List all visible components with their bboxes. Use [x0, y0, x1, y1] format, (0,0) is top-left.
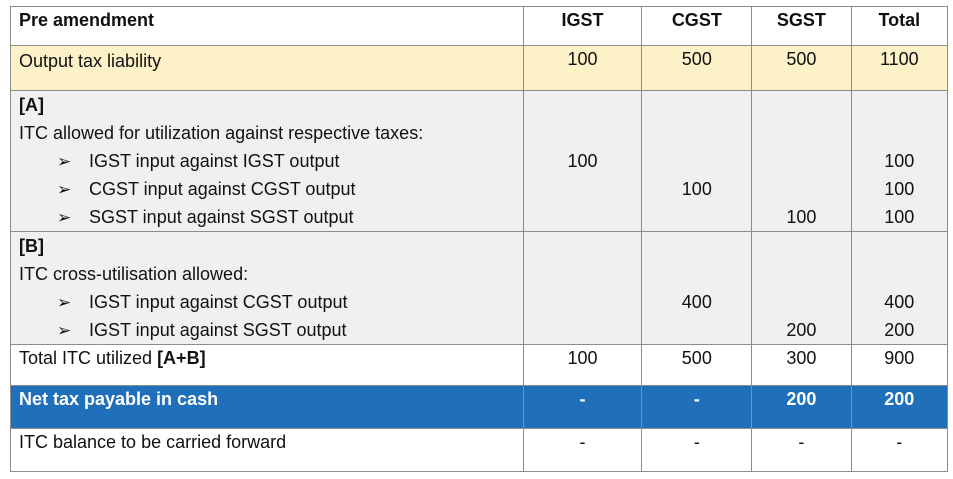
header-cgst: CGST [641, 6, 753, 46]
section-b-row: [B] ITC cross-utilisation allowed: ➢ IGST… [10, 231, 949, 345]
cell-value [650, 316, 743, 344]
section-a-igst: 100 [522, 90, 643, 232]
cell-value [532, 316, 634, 344]
total-itc-label-bold: [A+B] [157, 348, 206, 368]
list-item-label: SGST input against SGST output [89, 207, 354, 227]
net-tax-row: Net tax payable in cash - - 200 200 [10, 385, 949, 429]
header-row: Pre amendment IGST CGST SGST Total [10, 6, 949, 46]
section-b-labels: [B] ITC cross-utilisation allowed: ➢ IGST… [10, 231, 524, 345]
cell-value: 400 [681, 292, 712, 312]
total-itc-total: 900 [850, 344, 949, 386]
cell-value: 200 [786, 320, 817, 340]
net-tax-total: 200 [850, 385, 949, 429]
list-item: ➢ IGST input against CGST output [19, 288, 515, 316]
cell-value [650, 147, 743, 175]
list-item-label: IGST input against SGST output [89, 320, 347, 340]
section-a-labels: [A] ITC allowed for utilization against … [10, 90, 524, 232]
net-tax-igst: - [522, 385, 643, 429]
total-itc-label-text: Total ITC utilized [19, 348, 158, 368]
itc-table: Pre amendment IGST CGST SGST Total Outpu… [10, 6, 949, 472]
list-item: ➢ SGST input against SGST output [19, 203, 515, 231]
section-b-title: ITC cross-utilisation allowed: [19, 264, 249, 284]
cell-value: 400 [884, 292, 915, 312]
arrow-bullet-icon: ➢ [57, 321, 72, 340]
section-a-sgst: 100 [751, 90, 852, 232]
section-a-total: 100 100 100 [850, 90, 949, 232]
list-item-label: IGST input against CGST output [89, 292, 348, 312]
arrow-bullet-icon: ➢ [57, 293, 72, 312]
total-itc-sgst: 300 [751, 344, 852, 386]
section-b-cgst: 400 [641, 231, 753, 345]
cell-value: 100 [884, 179, 915, 199]
cell-value: 100 [681, 179, 712, 199]
output-total: 1100 [850, 45, 949, 91]
itc-balance-cgst: - [641, 428, 753, 472]
section-b-tag: [B] [19, 236, 44, 256]
cell-value: 100 [884, 151, 915, 171]
cell-value [760, 175, 842, 203]
net-tax-label: Net tax payable in cash [10, 385, 524, 429]
header-igst: IGST [522, 6, 643, 46]
net-tax-sgst: 200 [751, 385, 852, 429]
header-sgst: SGST [751, 6, 852, 46]
output-igst: 100 [522, 45, 643, 91]
total-itc-cgst: 500 [641, 344, 753, 386]
list-item-label: IGST input against IGST output [89, 151, 340, 171]
total-itc-label: Total ITC utilized [A+B] [10, 344, 524, 386]
arrow-bullet-icon: ➢ [57, 152, 72, 171]
output-sgst: 500 [751, 45, 852, 91]
total-itc-row: Total ITC utilized [A+B] 100 500 300 900 [10, 344, 949, 386]
cell-value [760, 147, 842, 175]
section-a-tag: [A] [19, 95, 44, 115]
net-tax-cgst: - [641, 385, 753, 429]
list-item: ➢ IGST input against IGST output [19, 147, 515, 175]
cell-value: 100 [786, 207, 817, 227]
section-b-total: 400 200 [850, 231, 949, 345]
output-label: Output tax liability [10, 45, 524, 91]
section-b-igst [522, 231, 643, 345]
cell-value [760, 288, 842, 316]
cell-value: 100 [567, 151, 598, 171]
itc-balance-total: - [850, 428, 949, 472]
section-a-title: ITC allowed for utilization against resp… [19, 123, 424, 143]
header-total: Total [850, 6, 949, 46]
output-cgst: 500 [641, 45, 753, 91]
list-item: ➢ IGST input against SGST output [19, 316, 515, 344]
section-b-sgst: 200 [751, 231, 852, 345]
cell-value: 100 [884, 207, 915, 227]
cell-value [650, 203, 743, 231]
section-a-row: [A] ITC allowed for utilization against … [10, 90, 949, 232]
cell-value [532, 175, 634, 203]
itc-balance-igst: - [522, 428, 643, 472]
list-item: ➢ CGST input against CGST output [19, 175, 515, 203]
output-tax-row: Output tax liability 100 500 500 1100 [10, 45, 949, 91]
arrow-bullet-icon: ➢ [57, 208, 72, 227]
cell-value [532, 203, 634, 231]
cell-value: 200 [884, 320, 915, 340]
cell-value [532, 288, 634, 316]
total-itc-igst: 100 [522, 344, 643, 386]
itc-balance-row: ITC balance to be carried forward - - - … [10, 428, 949, 472]
section-a-cgst: 100 [641, 90, 753, 232]
arrow-bullet-icon: ➢ [57, 180, 72, 199]
header-label: Pre amendment [10, 6, 524, 46]
list-item-label: CGST input against CGST output [89, 179, 356, 199]
itc-balance-label: ITC balance to be carried forward [10, 428, 524, 472]
itc-balance-sgst: - [751, 428, 852, 472]
